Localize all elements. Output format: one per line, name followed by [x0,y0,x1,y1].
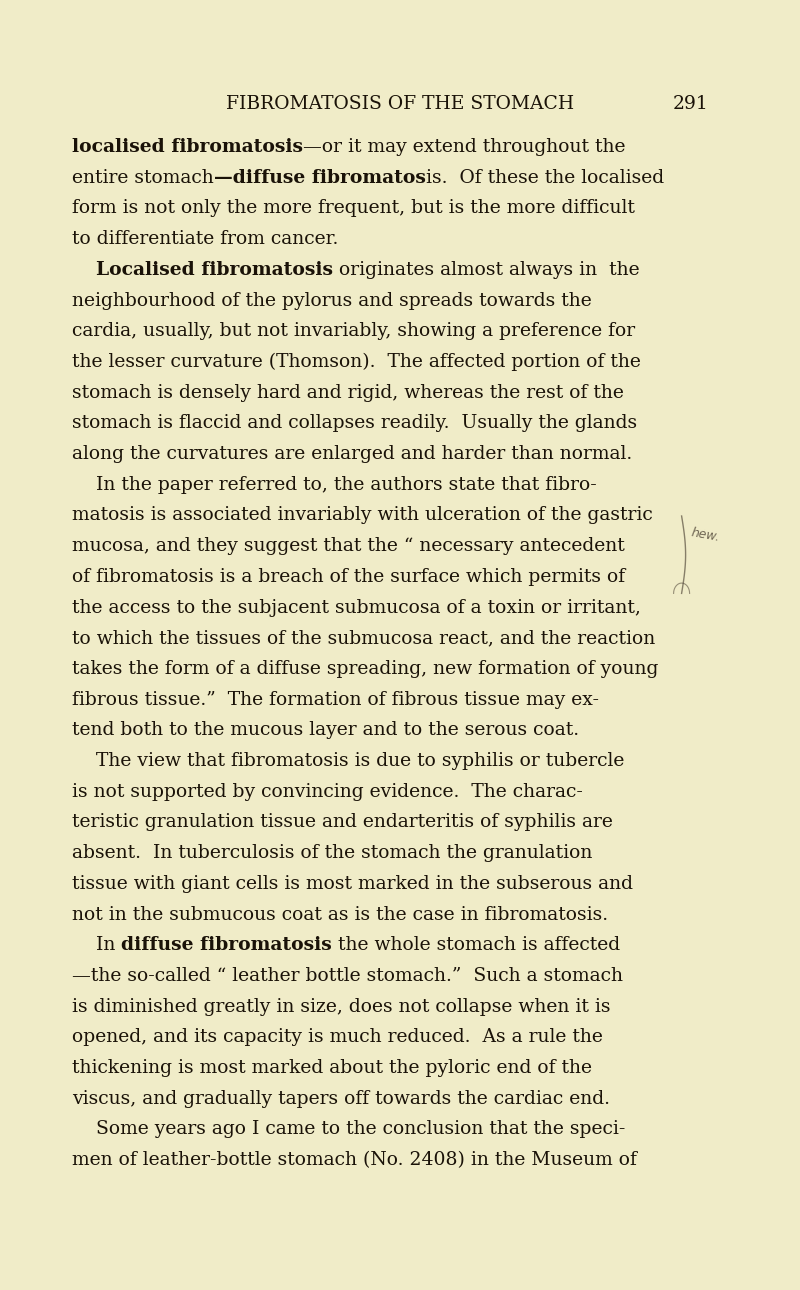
Text: Some years ago I came to the conclusion that the speci-: Some years ago I came to the conclusion … [72,1121,626,1139]
Text: to differentiate from cancer.: to differentiate from cancer. [72,230,338,248]
Text: In: In [72,937,122,955]
Text: cardia, usually, but not invariably, showing a preference for: cardia, usually, but not invariably, sho… [72,322,635,341]
Text: viscus, and gradually tapers off towards the cardiac end.: viscus, and gradually tapers off towards… [72,1090,610,1108]
Text: opened, and its capacity is much reduced.  As a rule the: opened, and its capacity is much reduced… [72,1028,603,1046]
Text: is diminished greatly in size, does not collapse when it is: is diminished greatly in size, does not … [72,997,610,1015]
Text: absent.  In tuberculosis of the stomach the granulation: absent. In tuberculosis of the stomach t… [72,844,592,862]
Text: 291: 291 [672,95,708,114]
Text: —diffuse fibromatos: —diffuse fibromatos [214,169,426,187]
Text: The view that fibromatosis is due to syphilis or tubercle: The view that fibromatosis is due to syp… [72,752,624,770]
Text: diffuse fibromatosis: diffuse fibromatosis [122,937,332,955]
Text: teristic granulation tissue and endarteritis of syphilis are: teristic granulation tissue and endarter… [72,814,613,832]
Text: the access to the subjacent submucosa of a toxin or irritant,: the access to the subjacent submucosa of… [72,599,641,617]
Text: is.  Of these the localised: is. Of these the localised [426,169,664,187]
Text: the whole stomach is affected: the whole stomach is affected [332,937,620,955]
Text: matosis is associated invariably with ulceration of the gastric: matosis is associated invariably with ul… [72,507,653,525]
Text: to which the tissues of the submucosa react, and the reaction: to which the tissues of the submucosa re… [72,630,655,648]
Text: the lesser curvature (Thomson).  The affected portion of the: the lesser curvature (Thomson). The affe… [72,353,641,372]
Text: entire stomach: entire stomach [72,169,214,187]
Text: Localised fibromatosis: Localised fibromatosis [96,261,333,279]
Text: takes the form of a diffuse spreading, new formation of young: takes the form of a diffuse spreading, n… [72,660,658,679]
Text: not in the submucous coat as is the case in fibromatosis.: not in the submucous coat as is the case… [72,906,608,924]
Text: tissue with giant cells is most marked in the subserous and: tissue with giant cells is most marked i… [72,875,633,893]
Text: neighbourhood of the pylorus and spreads towards the: neighbourhood of the pylorus and spreads… [72,292,592,310]
Text: men of leather-bottle stomach (No. 2408) in the Museum of: men of leather-bottle stomach (No. 2408)… [72,1151,637,1169]
Text: of fibromatosis is a breach of the surface which permits of: of fibromatosis is a breach of the surfa… [72,568,625,586]
Text: localised fibromatosis: localised fibromatosis [72,138,303,156]
Text: stomach is flaccid and collapses readily.  Usually the glands: stomach is flaccid and collapses readily… [72,414,637,432]
Text: FIBROMATOSIS OF THE STOMACH: FIBROMATOSIS OF THE STOMACH [226,95,574,114]
Text: originates almost always in  the: originates almost always in the [333,261,640,279]
Text: tend both to the mucous layer and to the serous coat.: tend both to the mucous layer and to the… [72,721,579,739]
Text: stomach is densely hard and rigid, whereas the rest of the: stomach is densely hard and rigid, where… [72,383,624,401]
Text: form is not only the more frequent, but is the more difficult: form is not only the more frequent, but … [72,200,635,218]
Text: mucosa, and they suggest that the “ necessary antecedent: mucosa, and they suggest that the “ nece… [72,537,625,555]
Text: is not supported by convincing evidence.  The charac-: is not supported by convincing evidence.… [72,783,583,801]
Text: hew.: hew. [690,526,721,544]
Text: fibrous tissue.”  The formation of fibrous tissue may ex-: fibrous tissue.” The formation of fibrou… [72,690,599,708]
Text: —or it may extend throughout the: —or it may extend throughout the [303,138,626,156]
Text: along the curvatures are enlarged and harder than normal.: along the curvatures are enlarged and ha… [72,445,632,463]
Text: —the so-called “ leather bottle stomach.”  Such a stomach: —the so-called “ leather bottle stomach.… [72,968,623,986]
Text: thickening is most marked about the pyloric end of the: thickening is most marked about the pylo… [72,1059,592,1077]
Text: In the paper referred to, the authors state that fibro-: In the paper referred to, the authors st… [72,476,597,494]
